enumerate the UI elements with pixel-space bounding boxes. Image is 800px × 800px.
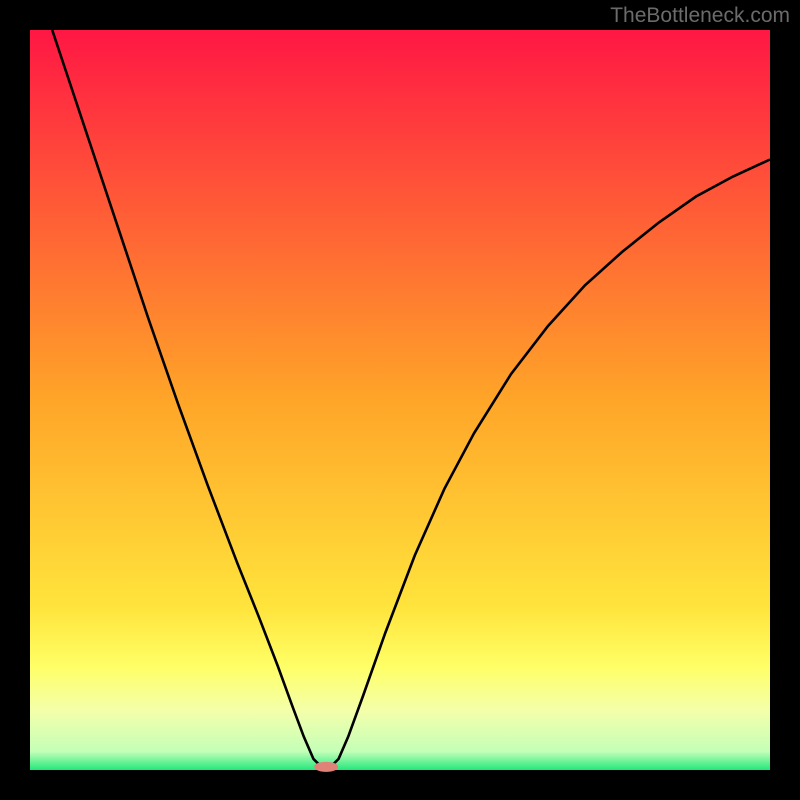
watermark-text: TheBottleneck.com [610,4,790,28]
bottleneck-curve [30,30,770,770]
minimum-marker [314,762,338,772]
plot-area [30,30,770,770]
curve-path [52,30,770,768]
